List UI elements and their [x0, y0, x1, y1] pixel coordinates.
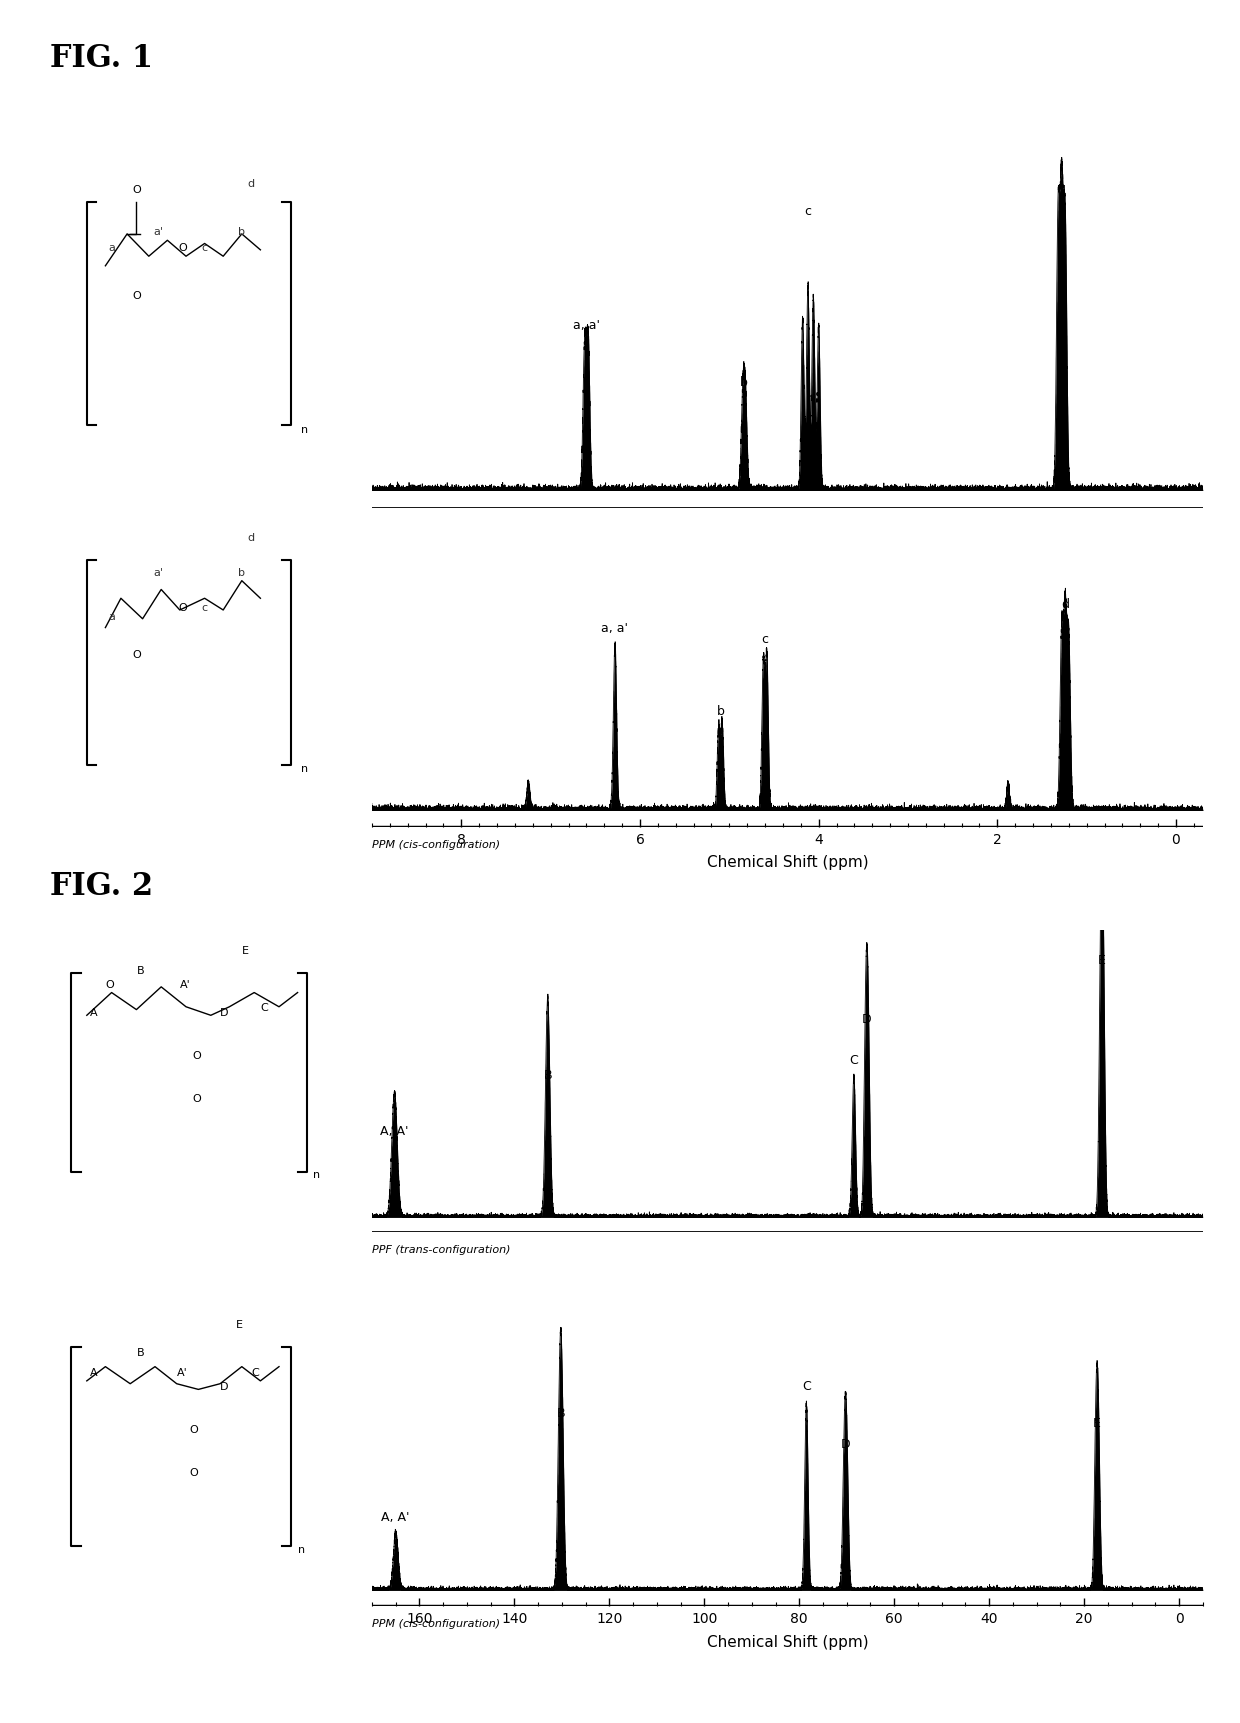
Text: E: E: [1097, 955, 1106, 967]
Text: O: O: [179, 603, 187, 613]
Text: n: n: [300, 424, 308, 434]
Text: n: n: [298, 1544, 305, 1554]
Text: PPF (trans-configuration): PPF (trans-configuration): [372, 1244, 511, 1254]
Text: FIG. 2: FIG. 2: [50, 870, 153, 901]
Text: b: b: [238, 567, 246, 577]
Text: E: E: [236, 1320, 243, 1328]
Text: D: D: [219, 1382, 228, 1392]
Text: O: O: [131, 186, 141, 195]
Text: a: a: [108, 612, 115, 622]
Text: d: d: [248, 179, 254, 190]
Text: a': a': [153, 227, 164, 236]
Text: B: B: [543, 1068, 552, 1082]
Text: O: O: [105, 979, 114, 989]
Text: a': a': [153, 567, 164, 577]
Text: O: O: [188, 1466, 198, 1477]
Text: b: b: [740, 376, 748, 389]
Text: D: D: [219, 1008, 228, 1018]
Text: B: B: [136, 965, 144, 975]
Text: c: c: [202, 603, 207, 613]
Text: A': A': [180, 979, 191, 989]
Text: n: n: [300, 763, 308, 774]
Text: PPM (cis-configuration): PPM (cis-configuration): [372, 839, 500, 849]
Text: O: O: [131, 650, 141, 660]
Text: c: c: [761, 632, 769, 644]
Text: A, A': A, A': [381, 1123, 409, 1137]
Text: O: O: [179, 243, 187, 253]
Text: n: n: [312, 1170, 320, 1180]
Text: b: b: [238, 227, 246, 236]
Text: C: C: [849, 1053, 858, 1067]
Text: A: A: [91, 1008, 98, 1018]
Text: B: B: [136, 1347, 144, 1358]
Text: O: O: [192, 1051, 201, 1060]
X-axis label: Chemical Shift (ppm): Chemical Shift (ppm): [707, 1633, 868, 1649]
Text: d: d: [248, 532, 254, 543]
Text: c: c: [202, 243, 207, 253]
Text: B: B: [557, 1406, 565, 1418]
Text: A': A': [176, 1368, 187, 1377]
Text: E: E: [1094, 1416, 1101, 1428]
Text: d: d: [1058, 184, 1065, 198]
Text: b: b: [717, 705, 724, 717]
Text: O: O: [192, 1092, 201, 1103]
Text: E: E: [242, 946, 249, 955]
Text: D: D: [841, 1437, 851, 1449]
Text: c: c: [805, 205, 811, 217]
Text: O: O: [131, 291, 141, 300]
Text: O: O: [188, 1425, 198, 1434]
Text: D: D: [862, 1011, 872, 1025]
Text: a: a: [108, 243, 115, 253]
Text: d: d: [1061, 598, 1069, 610]
Text: a, a': a, a': [601, 622, 629, 634]
Text: A, A': A, A': [382, 1509, 410, 1523]
Text: A: A: [91, 1368, 98, 1377]
X-axis label: Chemical Shift (ppm): Chemical Shift (ppm): [707, 855, 868, 870]
Text: C: C: [250, 1368, 259, 1377]
Text: C: C: [802, 1380, 811, 1392]
Text: C: C: [260, 1003, 268, 1011]
Text: PPF (trans-configuration): PPF (trans-configuration): [372, 522, 511, 532]
Text: PPM (cis-configuration): PPM (cis-configuration): [372, 1618, 500, 1628]
Text: a, a': a, a': [573, 319, 600, 333]
Text: FIG. 1: FIG. 1: [50, 43, 153, 74]
